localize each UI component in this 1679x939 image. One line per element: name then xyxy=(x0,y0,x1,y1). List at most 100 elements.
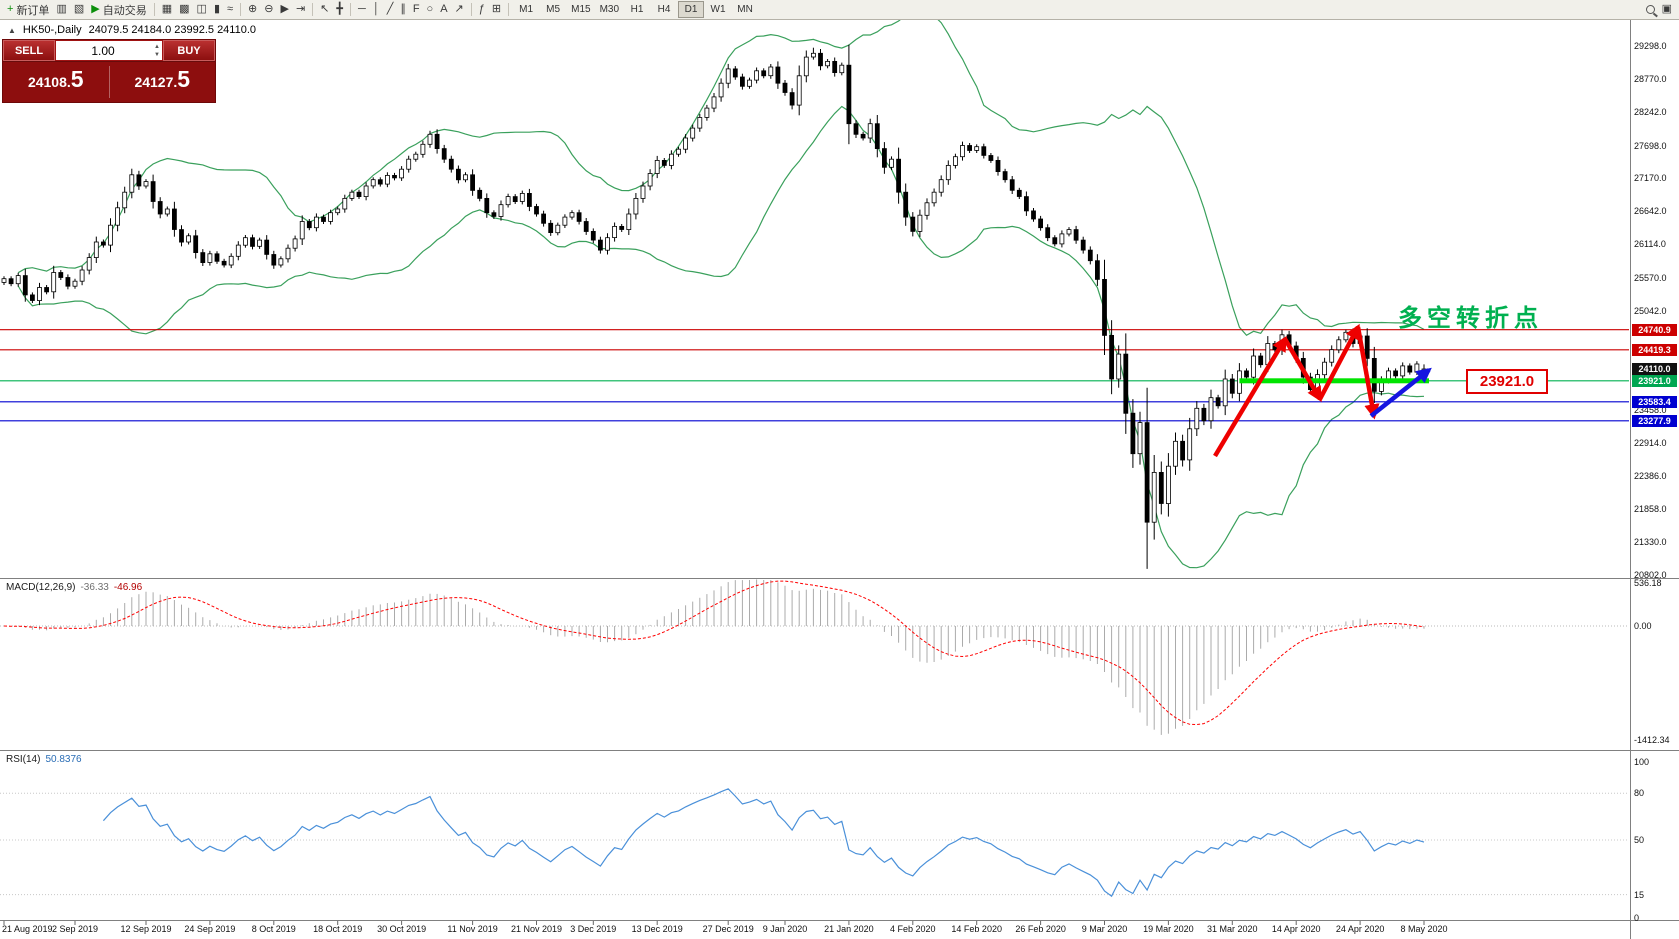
one-click-panel-toggle-icon[interactable]: ▲ xyxy=(8,25,16,35)
indicators-icon: ƒ xyxy=(478,3,485,15)
timeframe-m15-button[interactable]: M15 xyxy=(571,4,591,15)
price-axis-label: 21330.0 xyxy=(1634,537,1667,548)
arrow-tools-icon[interactable]: ↗ xyxy=(452,1,467,18)
price-callout-box[interactable]: 23921.0 xyxy=(1466,369,1548,394)
shapes-icon: ○ xyxy=(426,3,434,15)
volume-input[interactable]: 1.00 ▲ ▼ xyxy=(56,41,162,60)
volume-down-icon[interactable]: ▼ xyxy=(154,52,160,58)
timeframe-w1-button[interactable]: W1 xyxy=(710,4,726,15)
date-label: 14 Feb 2020 xyxy=(951,924,1002,934)
rsi-panel[interactable] xyxy=(0,788,1629,898)
auto-trading-button-label: 自动交易 xyxy=(102,4,147,17)
bar-chart-icon[interactable]: ◫ xyxy=(194,1,210,18)
sell-price[interactable]: 24108. 5 xyxy=(27,66,84,92)
date-label: 12 Sep 2019 xyxy=(120,924,172,934)
toolbar-separator xyxy=(350,3,352,16)
bollinger-upper-band xyxy=(17,20,1425,337)
price-axis[interactable]: 29298.0 28770.0 28242.0 27698.0 27170.0 26642… xyxy=(1632,20,1679,939)
macd-axis-label: 0.00 xyxy=(1634,621,1652,631)
auto-trading-button[interactable]: ▶ 自动交易 xyxy=(88,1,149,18)
price-tag-23583.4: 23583.4 xyxy=(1632,395,1677,408)
red-trend-arrow[interactable] xyxy=(1283,337,1322,403)
indicators-icon[interactable]: ƒ xyxy=(476,1,488,18)
symbol-period-label: HK50-,Daily xyxy=(22,24,82,36)
timeframe-h4-button[interactable]: H4 xyxy=(657,4,671,15)
date-label: 30 Oct 2019 xyxy=(377,924,427,934)
sell-button[interactable]: SELL xyxy=(3,40,55,61)
price-axis-label: 28770.0 xyxy=(1634,73,1667,84)
profile-icon: ▧ xyxy=(73,3,85,15)
date-label: 8 May 2020 xyxy=(1400,924,1448,934)
fibonacci-icon[interactable]: F xyxy=(410,1,423,18)
support-band-annotation[interactable] xyxy=(1239,378,1429,384)
date-label: 31 Mar 2020 xyxy=(1207,924,1258,934)
new-order-button[interactable]: + 新订单 xyxy=(4,1,52,18)
cascade-windows-icon[interactable]: ▩ xyxy=(176,1,192,18)
price-tag-23921.0: 23921.0 xyxy=(1632,374,1677,387)
toolbar-separator xyxy=(508,3,510,16)
vertical-line-icon: │ xyxy=(372,3,380,15)
chart-shift-icon[interactable]: ⇥ xyxy=(293,1,308,18)
timeframe-m5-button[interactable]: M5 xyxy=(546,4,561,15)
rsi-axis-label: 50 xyxy=(1634,835,1645,845)
timeframe-h1-button[interactable]: H1 xyxy=(630,4,644,15)
tile-windows-icon[interactable]: ▦ xyxy=(159,1,175,18)
magnifier-glyph xyxy=(1645,5,1655,14)
zoom-in-icon[interactable]: ⊕ xyxy=(245,1,260,18)
grid-icon[interactable]: ⊞ xyxy=(489,1,504,18)
price-tag-24110.0: 24110.0 xyxy=(1632,363,1677,376)
date-label: 27 Dec 2019 xyxy=(702,924,754,934)
rsi-axis-label: 80 xyxy=(1634,788,1645,799)
plus-chart-icon: + xyxy=(7,3,14,15)
buy-button[interactable]: BUY xyxy=(163,40,215,61)
price-axis-label: 26114.0 xyxy=(1634,239,1666,250)
rsi-line xyxy=(102,788,1425,898)
trendline-icon[interactable]: ╱ xyxy=(384,1,397,18)
horizontal-line-icon: ─ xyxy=(358,3,366,15)
shapes-icon[interactable]: ○ xyxy=(424,1,437,18)
main-toolbar: + 新订单 ▥ ▧ ▶ 自动交易 ▦ ▩ ◫ ▮ ≈ ⊕ ⊖ ▶ ⇥ ↖ ╋ ─ │ ╱ ∥ F ○ A ↗ ƒ ⊞ M1 M5 M15 M… xyxy=(0,0,1679,20)
profile-icon[interactable]: ▧ xyxy=(71,1,87,18)
time-axis[interactable]: 21 Aug 2019 2 Sep 2019 12 Sep 2019 24 Sep 2… xyxy=(0,921,1631,939)
price-axis-label: 22914.0 xyxy=(1634,438,1667,449)
macd-signal-line xyxy=(3,580,1425,726)
horizontal-line-icon[interactable]: ─ xyxy=(355,1,369,18)
auto-scroll-icon[interactable]: ▶ xyxy=(277,1,291,18)
blue-trend-arrow[interactable] xyxy=(1369,367,1432,418)
cascade-windows-icon: ▩ xyxy=(179,3,190,15)
layout-icon: ▣ xyxy=(1661,3,1672,15)
timeframe-d1-button[interactable]: D1 xyxy=(678,1,705,18)
red-trend-arrow[interactable] xyxy=(1213,335,1287,458)
price-tag-24740.9: 24740.9 xyxy=(1632,323,1677,336)
turning-point-annotation[interactable]: 多空转折点 xyxy=(1398,305,1543,332)
charts-icon: ▥ xyxy=(56,3,67,15)
one-click-trading-panel: SELL 1.00 ▲ ▼ BUY 24108. 5 24127. 5 xyxy=(2,39,216,103)
crosshair-icon[interactable]: ╋ xyxy=(333,1,346,18)
vertical-line-icon[interactable]: │ xyxy=(370,1,383,18)
zoom-out-icon[interactable]: ⊖ xyxy=(261,1,276,18)
candlestick-chart-icon[interactable]: ▮ xyxy=(211,1,223,18)
cursor-icon[interactable]: ↖ xyxy=(317,1,332,18)
buy-price[interactable]: 24127. 5 xyxy=(134,66,191,92)
timeframe-mn-button[interactable]: MN xyxy=(737,4,753,15)
text-icon[interactable]: A xyxy=(437,1,450,18)
play-icon: ▶ xyxy=(91,3,100,15)
volume-up-icon[interactable]: ▲ xyxy=(154,44,160,50)
date-label: 18 Oct 2019 xyxy=(313,924,363,934)
date-label: 14 Apr 2020 xyxy=(1271,924,1321,934)
red-trend-arrow[interactable] xyxy=(1318,323,1360,401)
channel-icon[interactable]: ∥ xyxy=(397,1,409,18)
line-chart-icon[interactable]: ≈ xyxy=(224,1,236,18)
main-chart-area[interactable] xyxy=(0,12,1629,569)
search-icon[interactable] xyxy=(1643,1,1658,18)
timeframe-m1-button[interactable]: M1 xyxy=(519,4,534,15)
cursor-icon: ↖ xyxy=(320,3,330,15)
macd-panel[interactable] xyxy=(0,579,1629,735)
date-label: 24 Sep 2019 xyxy=(184,924,236,934)
toolbar-separator xyxy=(240,3,242,16)
red-trend-arrow[interactable] xyxy=(1355,326,1380,420)
layout-icon[interactable]: ▣ xyxy=(1659,1,1675,18)
charts-icon[interactable]: ▥ xyxy=(53,1,69,18)
timeframe-m30-button[interactable]: M30 xyxy=(599,4,620,15)
